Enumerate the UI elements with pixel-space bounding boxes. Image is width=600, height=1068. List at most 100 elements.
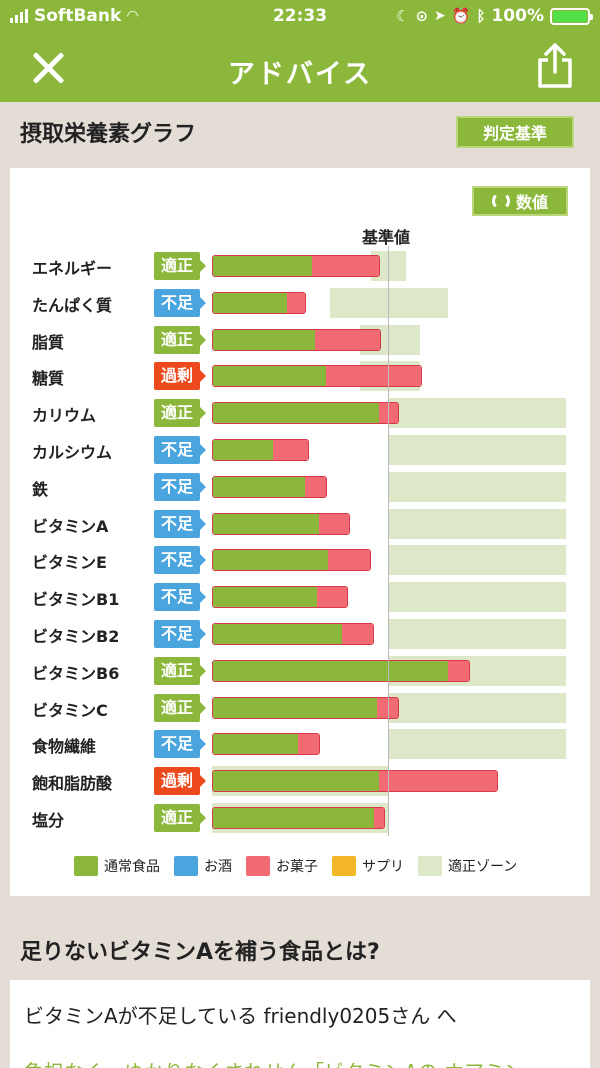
moon-icon: ☾ bbox=[396, 7, 410, 25]
legend-swatch bbox=[174, 856, 198, 876]
location-icon: ➤ bbox=[434, 8, 446, 24]
bar-segment-food bbox=[213, 660, 448, 681]
nutrient-label: カリウム bbox=[32, 406, 97, 426]
battery-percent: 100% bbox=[491, 6, 544, 26]
nutrient-label: ビタミンB1 bbox=[32, 590, 120, 610]
bar-segment-food bbox=[213, 403, 379, 424]
chart-row: 脂質 適正 bbox=[10, 322, 590, 358]
nutrient-bar bbox=[212, 696, 399, 719]
nutrient-label: ビタミンB2 bbox=[32, 627, 120, 646]
bar-segment-snack bbox=[377, 697, 398, 718]
bar-segment-food bbox=[213, 513, 319, 534]
legend-item-supplement: サプリ bbox=[332, 856, 404, 876]
chart-row: 塩分 適正 bbox=[10, 800, 590, 836]
legend-label: サプリ bbox=[362, 859, 404, 875]
optimal-zone bbox=[389, 729, 566, 760]
nutrient-bar bbox=[212, 623, 374, 645]
legend-label: お菓子 bbox=[276, 859, 318, 875]
status-badge: 適正 bbox=[154, 252, 206, 280]
bar-segment-snack bbox=[326, 366, 421, 387]
baseline-label: 基準値 bbox=[362, 228, 411, 247]
optimal-zone bbox=[389, 435, 566, 465]
refresh-icon bbox=[491, 192, 510, 210]
nutrient-label: 糖質 bbox=[32, 369, 65, 389]
navigation-bar: アドバイス bbox=[0, 34, 600, 102]
baseline-line bbox=[388, 246, 389, 836]
value-toggle-button[interactable]: 数値 bbox=[472, 186, 568, 216]
nutrient-bar bbox=[212, 365, 422, 388]
bar-segment-snack bbox=[273, 440, 308, 460]
legend-swatch bbox=[418, 856, 442, 876]
chart-row: ビタミンB6 適正 bbox=[10, 653, 590, 689]
nutrient-bar bbox=[212, 512, 350, 535]
chart-row: ビタミンA 不足 bbox=[10, 506, 590, 542]
optimal-zone bbox=[389, 398, 566, 429]
optimal-zone bbox=[389, 619, 566, 649]
bar-segment-snack bbox=[374, 808, 384, 828]
status-badge: 不足 bbox=[154, 730, 206, 759]
bar-segment-food bbox=[213, 550, 328, 571]
optimal-zone bbox=[389, 692, 566, 723]
optimal-zone bbox=[330, 287, 448, 318]
optimal-zone bbox=[389, 545, 566, 576]
share-icon[interactable] bbox=[534, 42, 576, 90]
bar-segment-snack bbox=[328, 550, 370, 571]
bar-segment-snack bbox=[319, 513, 349, 534]
graph-section-header: 摂取栄養素グラフ 判定基準 bbox=[10, 102, 590, 168]
optimal-zone bbox=[389, 582, 566, 613]
chart-row: ビタミンE 不足 bbox=[10, 542, 590, 578]
status-right: ☾ ⊙ ➤ ⏰ ᛒ 100% bbox=[396, 6, 593, 26]
nutrient-bar bbox=[212, 807, 385, 829]
chart-row: エネルギー 適正 bbox=[10, 248, 590, 284]
chart-row: カリウム 適正 bbox=[10, 395, 590, 431]
chart-row: カルシウム 不足 bbox=[10, 432, 590, 468]
nutrient-label: ビタミンB6 bbox=[32, 663, 120, 683]
legend-item-snack: お菓子 bbox=[246, 856, 318, 876]
wifi-icon: ◠ bbox=[127, 8, 139, 24]
bar-segment-food bbox=[213, 697, 377, 718]
chart-row: 鉄 不足 bbox=[10, 469, 590, 505]
legend-swatch bbox=[332, 856, 356, 876]
lock-rotation-icon: ⊙ bbox=[415, 7, 429, 25]
legend-item-food: 通常食品 bbox=[74, 856, 160, 876]
legend-label: お酒 bbox=[204, 859, 232, 875]
carrier-name: SoftBank bbox=[34, 6, 122, 26]
optimal-zone bbox=[389, 508, 566, 539]
bar-segment-food bbox=[213, 734, 298, 755]
nutrient-bar bbox=[212, 328, 381, 351]
nutrient-label: 塩分 bbox=[32, 811, 65, 830]
chart-row: ビタミンC 適正 bbox=[10, 690, 590, 726]
alarm-icon: ⏰ bbox=[451, 7, 471, 25]
status-badge: 不足 bbox=[154, 583, 206, 612]
status-badge: 不足 bbox=[154, 546, 206, 575]
value-toggle-label: 数値 bbox=[515, 193, 548, 212]
chart-row: 食物繊維 不足 bbox=[10, 726, 590, 762]
advice-section: 足りないビタミンAを補う食品とは? ビタミンAが不足している friendly0… bbox=[10, 914, 590, 1068]
nutrient-bar bbox=[212, 586, 348, 609]
status-time: 22:33 bbox=[272, 6, 328, 26]
status-badge: 過剰 bbox=[154, 767, 206, 796]
advice-cut-text: 負担なく、ゆかりなくされせん「ビタミンAの ホアミン bbox=[24, 1056, 524, 1068]
nutrient-bar bbox=[212, 402, 399, 425]
nutrient-label: カルシウム bbox=[32, 443, 113, 462]
judge-criteria-button[interactable]: 判定基準 bbox=[456, 116, 574, 148]
status-badge: 不足 bbox=[154, 436, 206, 464]
bar-segment-food bbox=[213, 440, 273, 460]
bar-segment-snack bbox=[315, 329, 380, 350]
legend-item-alcohol: お酒 bbox=[174, 856, 232, 876]
nutrient-bar bbox=[212, 659, 470, 682]
bar-segment-food bbox=[213, 587, 317, 608]
nutrient-label: ビタミンE bbox=[32, 553, 107, 573]
nutrient-label: 飽和脂肪酸 bbox=[32, 774, 113, 794]
legend-label: 適正ゾーン bbox=[448, 859, 518, 875]
optimal-zone bbox=[389, 471, 566, 502]
nutrient-label: ビタミンC bbox=[32, 700, 108, 720]
legend-item-zone: 適正ゾーン bbox=[418, 856, 517, 876]
bar-segment-snack bbox=[379, 771, 497, 792]
chart-legend: 通常食品 お酒 お菓子 サプリ 適正ゾーン bbox=[74, 856, 517, 876]
status-badge: 適正 bbox=[154, 656, 206, 685]
bar-segment-food bbox=[213, 476, 305, 497]
carrier: SoftBank ◠ bbox=[10, 6, 138, 26]
signal-icon bbox=[10, 9, 28, 23]
nutrient-bar bbox=[212, 475, 327, 498]
